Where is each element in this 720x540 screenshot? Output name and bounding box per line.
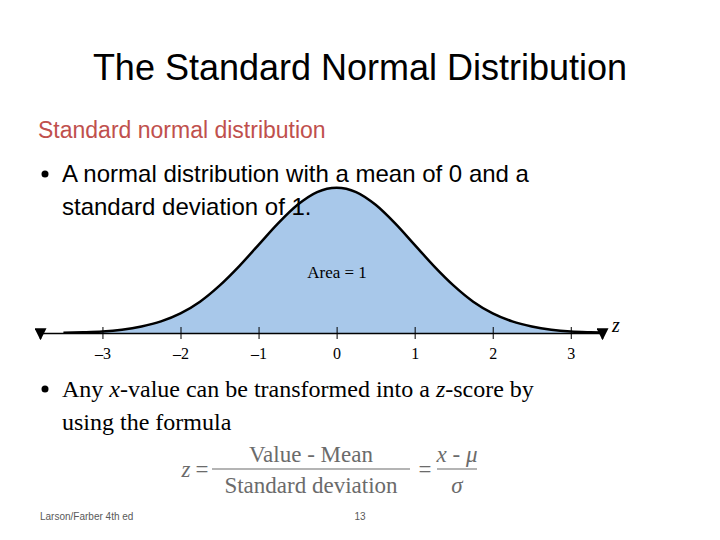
x-tick-mark	[181, 327, 182, 339]
bullet-text: Any x-value can be transformed into a z-…	[62, 376, 534, 402]
x-axis-title: z	[611, 314, 620, 336]
x-tick-mark	[337, 327, 338, 339]
bullet-text-run: using the formula	[62, 409, 232, 435]
fraction-bar	[437, 468, 477, 469]
page-number: 13	[354, 511, 366, 522]
x-tick: 1	[411, 327, 419, 362]
x-tick: –3	[94, 327, 111, 362]
slide-heading: Standard normal distribution	[38, 117, 326, 143]
x-tick-label: –3	[94, 345, 111, 362]
x-tick: 3	[567, 327, 575, 362]
annotation: Area = 1	[307, 263, 367, 282]
bullet-text: standard deviation of 1.	[62, 193, 312, 220]
bullet-text-run: z	[435, 376, 446, 402]
x-tick: –1	[250, 327, 267, 362]
chart: –3 –2 –1 0 1 2 3 z Area = 1	[41, 188, 621, 363]
bullet-text: A normal distribution with a mean of 0 a…	[62, 160, 530, 187]
formula-text: Value - Mean	[249, 442, 373, 467]
formula-text: z	[181, 457, 191, 482]
formula: z=Value - MeanStandard deviation=x - μσ	[181, 442, 478, 498]
x-tick-mark	[571, 327, 572, 339]
x-tick: 0	[333, 327, 341, 362]
slide-canvas: The Standard Normal Distribution –3 –2 –1 0 1…	[0, 0, 720, 540]
footer-source: Larson/Farber 4th ed	[40, 511, 133, 522]
x-tick-label: –1	[250, 345, 267, 362]
bullet-dot	[42, 171, 49, 178]
x-tick-label: 1	[411, 345, 419, 362]
formula-text: =	[196, 457, 209, 482]
bullet-dot	[42, 386, 49, 393]
bullet-text-run: -value can be transformed into a	[120, 376, 436, 402]
x-tick-label: 0	[333, 345, 341, 362]
slide: The Standard Normal Distribution –3 –2 –1 0 1…	[0, 0, 720, 540]
bullet-text-run: x	[108, 376, 120, 402]
slide-title: The Standard Normal Distribution	[93, 47, 627, 88]
x-tick-mark	[259, 327, 260, 339]
bullet-text-run: -score by	[445, 376, 534, 402]
x-tick-mark	[415, 327, 416, 339]
bullet-text: using the formula	[62, 409, 232, 435]
x-tick: 2	[489, 327, 497, 362]
x-axis: –3 –2 –1 0 1 2 3	[41, 327, 603, 362]
formula-text: x - μ	[436, 442, 478, 467]
formula-text: σ	[451, 473, 464, 498]
x-tick: –2	[172, 327, 189, 362]
x-tick-label: 2	[489, 345, 497, 362]
fraction-bar	[212, 468, 410, 469]
formula-text: =	[419, 457, 432, 482]
x-tick-label: –2	[172, 345, 189, 362]
x-tick-mark	[102, 327, 103, 339]
x-axis-line	[41, 334, 603, 340]
formula-text: Standard deviation	[224, 473, 398, 498]
bullet-text-run: Any	[62, 376, 109, 402]
x-tick-label: 3	[567, 345, 575, 362]
x-tick-mark	[493, 327, 494, 339]
